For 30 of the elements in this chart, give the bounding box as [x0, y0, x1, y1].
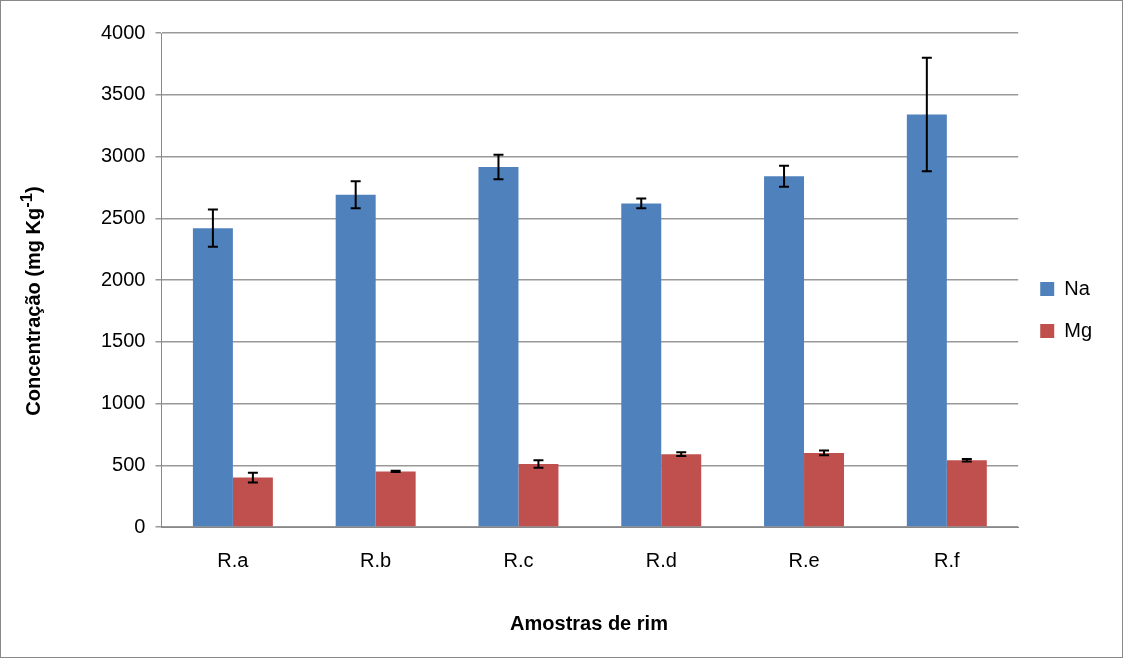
bar: [232, 477, 273, 527]
y-tick-label: 4000: [100, 20, 146, 43]
x-tick-label: R.d: [645, 548, 677, 571]
y-tick-label: 500: [112, 452, 146, 475]
bar: [764, 176, 805, 527]
bar: [478, 167, 519, 527]
x-axis-title: Amostras de rim: [510, 611, 668, 635]
x-tick-label: R.e: [788, 548, 820, 571]
y-tick-label: 3500: [100, 82, 146, 105]
bar: [192, 228, 233, 527]
bar: [906, 114, 947, 527]
legend-label: Na: [1064, 276, 1091, 299]
bar: [621, 203, 662, 527]
bar: [335, 194, 376, 527]
y-tick-label: 2500: [100, 205, 146, 228]
y-tick-label: 1500: [100, 329, 146, 352]
x-tick-label: R.a: [217, 548, 250, 571]
y-tick-label: 3000: [100, 144, 146, 167]
bar: [661, 454, 702, 527]
y-tick-label: 2000: [100, 267, 146, 290]
y-tick-label: 1000: [100, 391, 146, 414]
legend-label: Mg: [1064, 318, 1093, 341]
y-tick-label: 0: [134, 514, 146, 537]
x-tick-label: R.c: [503, 548, 534, 571]
bar: [518, 464, 559, 527]
bar: [804, 452, 845, 527]
bar: [946, 460, 987, 527]
bar: [375, 471, 416, 527]
x-tick-label: R.f: [934, 548, 961, 571]
x-tick-label: R.b: [360, 548, 392, 571]
